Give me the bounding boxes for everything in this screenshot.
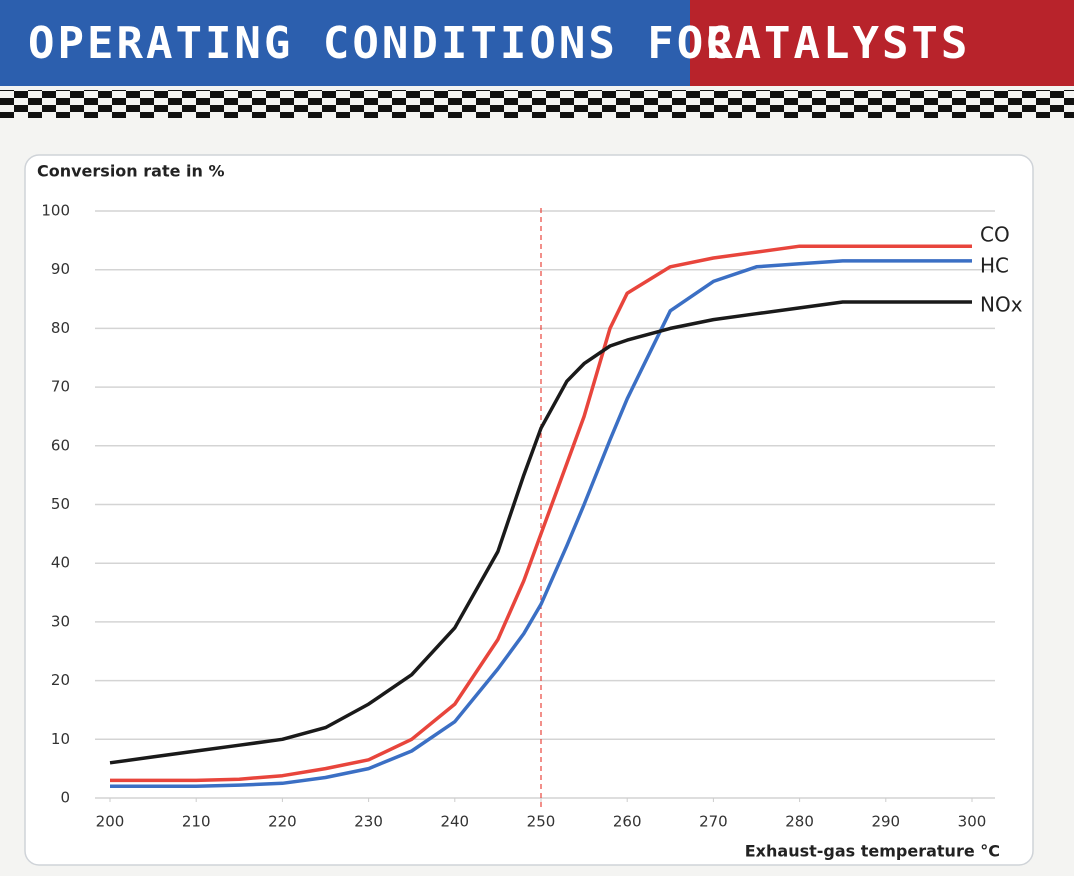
series-label: CO: [980, 223, 1010, 247]
header-blue: [0, 0, 690, 86]
y-tick-label: 100: [41, 202, 70, 220]
x-tick-label: 300: [958, 813, 987, 831]
x-axis-label: Exhaust-gas temperature °C: [745, 842, 1000, 861]
chart-panel: [24, 154, 1034, 866]
y-tick-label: 20: [51, 671, 70, 689]
y-tick-label: 30: [51, 612, 70, 630]
title-right: CATALYSTS: [705, 18, 970, 69]
x-tick-label: 220: [268, 813, 297, 831]
x-tick-label: 230: [354, 813, 383, 831]
y-axis-label: Conversion rate in %: [37, 162, 225, 181]
y-tick-label: 0: [60, 789, 70, 807]
checker-strip: [0, 90, 1074, 118]
y-tick-label: 10: [51, 730, 70, 748]
series-label: NOx: [980, 292, 1023, 316]
series-line: [110, 259, 972, 789]
y-tick-label: 80: [51, 319, 70, 337]
x-tick-label: 290: [871, 813, 900, 831]
series-line: [110, 244, 972, 783]
y-tick-label: 40: [51, 554, 70, 572]
series-label: HC: [980, 253, 1009, 277]
x-tick-label: 210: [182, 813, 211, 831]
y-tick-label: 70: [51, 378, 70, 396]
y-tick-label: 90: [51, 260, 70, 278]
x-tick-label: 240: [440, 813, 469, 831]
title-left: OPERATING CONDITIONS FOR: [28, 18, 736, 69]
x-tick-label: 280: [785, 813, 814, 831]
y-tick-label: 50: [51, 495, 70, 513]
x-tick-label: 200: [96, 813, 125, 831]
x-tick-label: 250: [527, 813, 556, 831]
y-tick-label: 60: [51, 436, 70, 454]
header-red: [690, 0, 1074, 86]
x-tick-label: 260: [613, 813, 642, 831]
series-line: [109, 300, 972, 765]
x-tick-label: 270: [699, 813, 728, 831]
